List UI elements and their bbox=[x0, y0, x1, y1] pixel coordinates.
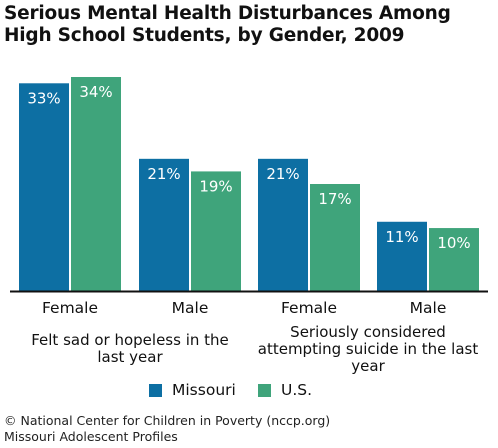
category-label-1: Male bbox=[172, 299, 209, 317]
legend-item-missouri: Missouri bbox=[149, 381, 236, 399]
bar-missouri-0 bbox=[19, 83, 69, 291]
data-label-missouri-1: 21% bbox=[147, 165, 180, 183]
bar-missouri-1 bbox=[139, 158, 189, 291]
footer-copyright: © National Center for Children in Povert… bbox=[4, 413, 331, 428]
data-label-missouri-0: 33% bbox=[27, 89, 60, 107]
data-label-us-1: 19% bbox=[199, 177, 232, 195]
category-label-0: Female bbox=[42, 299, 98, 317]
legend-label-missouri: Missouri bbox=[172, 381, 236, 399]
legend-swatch-missouri bbox=[149, 383, 162, 397]
legend: Missouri U.S. bbox=[0, 381, 498, 403]
footer-source: Missouri Adolescent Profiles bbox=[4, 429, 178, 444]
data-label-us-0: 34% bbox=[79, 83, 112, 101]
category-label-2: Female bbox=[281, 299, 337, 317]
bar-us-2 bbox=[310, 184, 360, 291]
bar-missouri-3 bbox=[377, 221, 427, 291]
legend-swatch-us bbox=[258, 383, 271, 397]
legend-item-us: U.S. bbox=[258, 381, 312, 399]
data-label-missouri-3: 11% bbox=[385, 228, 418, 246]
group-label-suicide: Seriously considered attempting suicide … bbox=[257, 323, 479, 375]
bar-us-0 bbox=[71, 77, 121, 291]
group-label-sad: Felt sad or hopeless in the last year bbox=[31, 331, 229, 366]
chart-title: Serious Mental Health Disturbances Among… bbox=[4, 3, 451, 46]
data-label-us-2: 17% bbox=[318, 190, 351, 208]
bar-us-1 bbox=[191, 171, 241, 291]
data-label-missouri-2: 21% bbox=[266, 165, 299, 183]
data-label-us-3: 10% bbox=[437, 234, 470, 252]
footer: © National Center for Children in Povert… bbox=[4, 413, 330, 445]
bar-missouri-2 bbox=[258, 158, 308, 291]
category-label-3: Male bbox=[410, 299, 447, 317]
bar-us-3 bbox=[429, 228, 479, 291]
legend-label-us: U.S. bbox=[281, 381, 313, 399]
